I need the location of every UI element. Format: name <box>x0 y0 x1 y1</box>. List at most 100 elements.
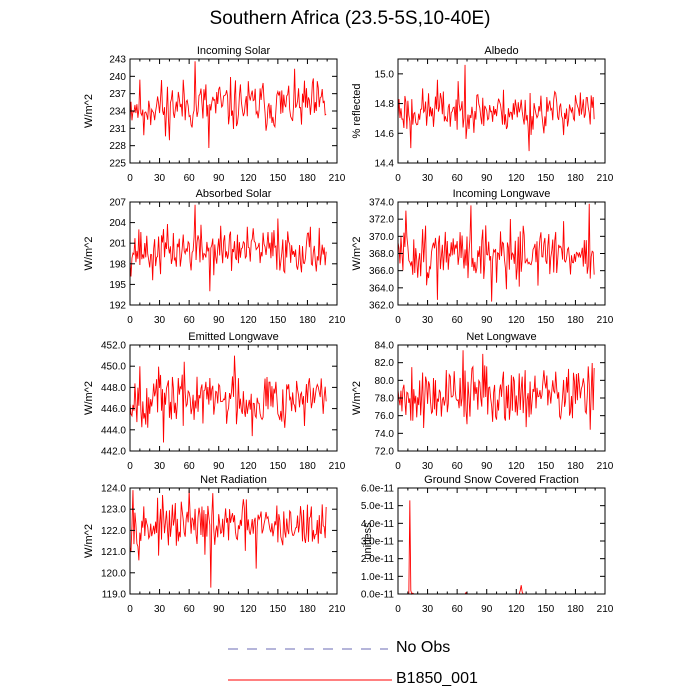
y-tick-label: 207 <box>109 198 126 209</box>
y-tick-label: 364.0 <box>369 283 394 294</box>
x-tick-label: 180 <box>567 315 584 326</box>
x-tick-label: 60 <box>452 315 464 326</box>
y-tick-label: 362.0 <box>369 301 394 312</box>
panel-title-incoming-solar: Incoming Solar <box>197 45 271 57</box>
y-tick-label: 3.0e-11 <box>361 537 395 548</box>
x-tick-label: 120 <box>240 173 257 184</box>
y-tick-label: 450.0 <box>101 362 126 373</box>
y-tick-label: 14.4 <box>375 159 395 170</box>
panel-title-ground-snow-covered-fraction: Ground Snow Covered Fraction <box>424 474 579 486</box>
plot-frame-albedo <box>397 58 606 164</box>
y-axis-label-incoming-longwave: W/m^2 <box>351 237 363 271</box>
panel-incoming-solar: 0 30 60 90 120 150 180 210 225 228 231 234 237 240 243… <box>83 45 346 184</box>
x-tick-label: 210 <box>597 315 614 326</box>
x-tick-label: 90 <box>481 173 493 184</box>
x-tick-label: 150 <box>270 173 287 184</box>
x-tick-label: 30 <box>154 315 166 326</box>
x-tick-label: 120 <box>508 173 525 184</box>
panel-net-radiation: 0 30 60 90 120 150 180 210 119.0 120.0 121.0 122.0 1… <box>83 474 346 615</box>
x-tick-label: 60 <box>184 173 196 184</box>
y-tick-label: 6.0e-11 <box>361 484 395 495</box>
panel-title-albedo: Albedo <box>484 45 518 57</box>
y-tick-label: 204 <box>109 218 126 229</box>
x-tick-label: 30 <box>154 173 166 184</box>
x-tick-label: 0 <box>127 604 133 615</box>
x-tick-label: 180 <box>299 461 316 472</box>
x-tick-label: 150 <box>538 604 555 615</box>
y-tick-label: 121.0 <box>101 547 126 558</box>
x-tick-label: 60 <box>452 461 464 472</box>
x-tick-label: 0 <box>395 461 401 472</box>
y-axis-label-ground-snow-covered-fraction: unitless <box>362 522 374 560</box>
y-tick-label: 124.0 <box>101 484 126 495</box>
y-axis-label-albedo: % reflected <box>351 83 363 138</box>
x-tick-label: 90 <box>481 461 493 472</box>
x-tick-label: 60 <box>184 461 196 472</box>
x-tick-label: 60 <box>452 173 464 184</box>
y-axis-label-absorbed-solar: W/m^2 <box>83 237 95 271</box>
y-axis-label-net-longwave: W/m^2 <box>351 381 363 415</box>
x-tick-label: 150 <box>270 604 287 615</box>
plot-frame-net-longwave <box>397 344 606 452</box>
panel-incoming-longwave: 0 30 60 90 120 150 180 210 362.0 364.0 366.0 368.0 3… <box>351 188 614 326</box>
y-axis-label-net-radiation: W/m^2 <box>83 524 95 558</box>
figure-title: Southern Africa (23.5-5S,10-40E) <box>209 8 491 29</box>
y-tick-label: 240 <box>109 72 126 83</box>
panel-albedo: 0 30 60 90 120 150 180 210 14.4 14.6 14.8 15.0 Albed… <box>351 45 614 184</box>
panel-net-longwave: 0 30 60 90 120 150 180 210 72.0 74.0 76.0 78.0 80.0 8… <box>351 331 614 472</box>
y-tick-label: 372.0 <box>369 215 394 226</box>
x-tick-label: 30 <box>422 315 434 326</box>
y-tick-label: 237 <box>109 89 126 100</box>
x-tick-label: 210 <box>329 173 346 184</box>
series-line-absorbed-solar <box>129 204 327 292</box>
panel-title-net-radiation: Net Radiation <box>200 474 267 486</box>
y-tick-label: 15.0 <box>375 69 395 80</box>
y-tick-label: 120.0 <box>101 568 126 579</box>
x-tick-label: 0 <box>395 173 401 184</box>
legend-label-no-obs: No Obs <box>396 639 451 656</box>
x-tick-label: 0 <box>127 461 133 472</box>
panel-title-incoming-longwave: Incoming Longwave <box>453 188 551 200</box>
y-tick-label: 370.0 <box>369 232 394 243</box>
x-tick-label: 90 <box>481 315 493 326</box>
y-tick-label: 82.0 <box>375 358 395 369</box>
y-tick-label: 231 <box>109 124 126 135</box>
y-tick-label: 192 <box>109 301 126 312</box>
x-tick-label: 90 <box>213 604 225 615</box>
series-line-albedo <box>397 64 595 152</box>
y-tick-label: 198 <box>109 259 126 270</box>
y-tick-label: 225 <box>109 159 126 170</box>
y-tick-label: 122.0 <box>101 526 126 537</box>
y-axis-label-incoming-solar: W/m^2 <box>83 94 95 128</box>
y-tick-label: 14.6 <box>375 129 395 140</box>
x-tick-label: 120 <box>240 461 257 472</box>
series-line-ground-snow-covered-fraction <box>398 500 596 595</box>
x-tick-label: 210 <box>597 173 614 184</box>
y-tick-label: 195 <box>109 280 126 291</box>
panel-title-emitted-longwave: Emitted Longwave <box>188 331 279 343</box>
y-tick-label: 123.0 <box>101 505 126 516</box>
x-tick-label: 210 <box>597 604 614 615</box>
x-tick-label: 150 <box>538 315 555 326</box>
panel-absorbed-solar: 0 30 60 90 120 150 180 210 192 195 198 201 204 207 Abs… <box>83 188 346 326</box>
x-tick-label: 180 <box>567 604 584 615</box>
y-tick-label: 366.0 <box>369 266 394 277</box>
x-tick-label: 150 <box>538 173 555 184</box>
x-tick-label: 150 <box>538 461 555 472</box>
x-tick-label: 180 <box>299 315 316 326</box>
x-tick-label: 0 <box>395 315 401 326</box>
x-tick-label: 180 <box>567 461 584 472</box>
panel-title-absorbed-solar: Absorbed Solar <box>196 188 272 200</box>
y-tick-label: 78.0 <box>375 394 395 405</box>
y-tick-label: 5.0e-11 <box>361 501 395 512</box>
x-tick-label: 90 <box>213 173 225 184</box>
y-tick-label: 84.0 <box>375 341 395 352</box>
y-tick-label: 0.0e-11 <box>361 590 395 601</box>
x-tick-label: 120 <box>240 604 257 615</box>
series-line-net-radiation <box>129 490 327 588</box>
y-tick-label: 234 <box>109 107 126 118</box>
y-tick-label: 74.0 <box>375 429 395 440</box>
panel-ground-snow-covered-fraction: 0 30 60 90 120 150 180 210 0.0e-11 1.0e-11 2.0e-11… <box>361 474 614 615</box>
x-tick-label: 30 <box>154 604 166 615</box>
